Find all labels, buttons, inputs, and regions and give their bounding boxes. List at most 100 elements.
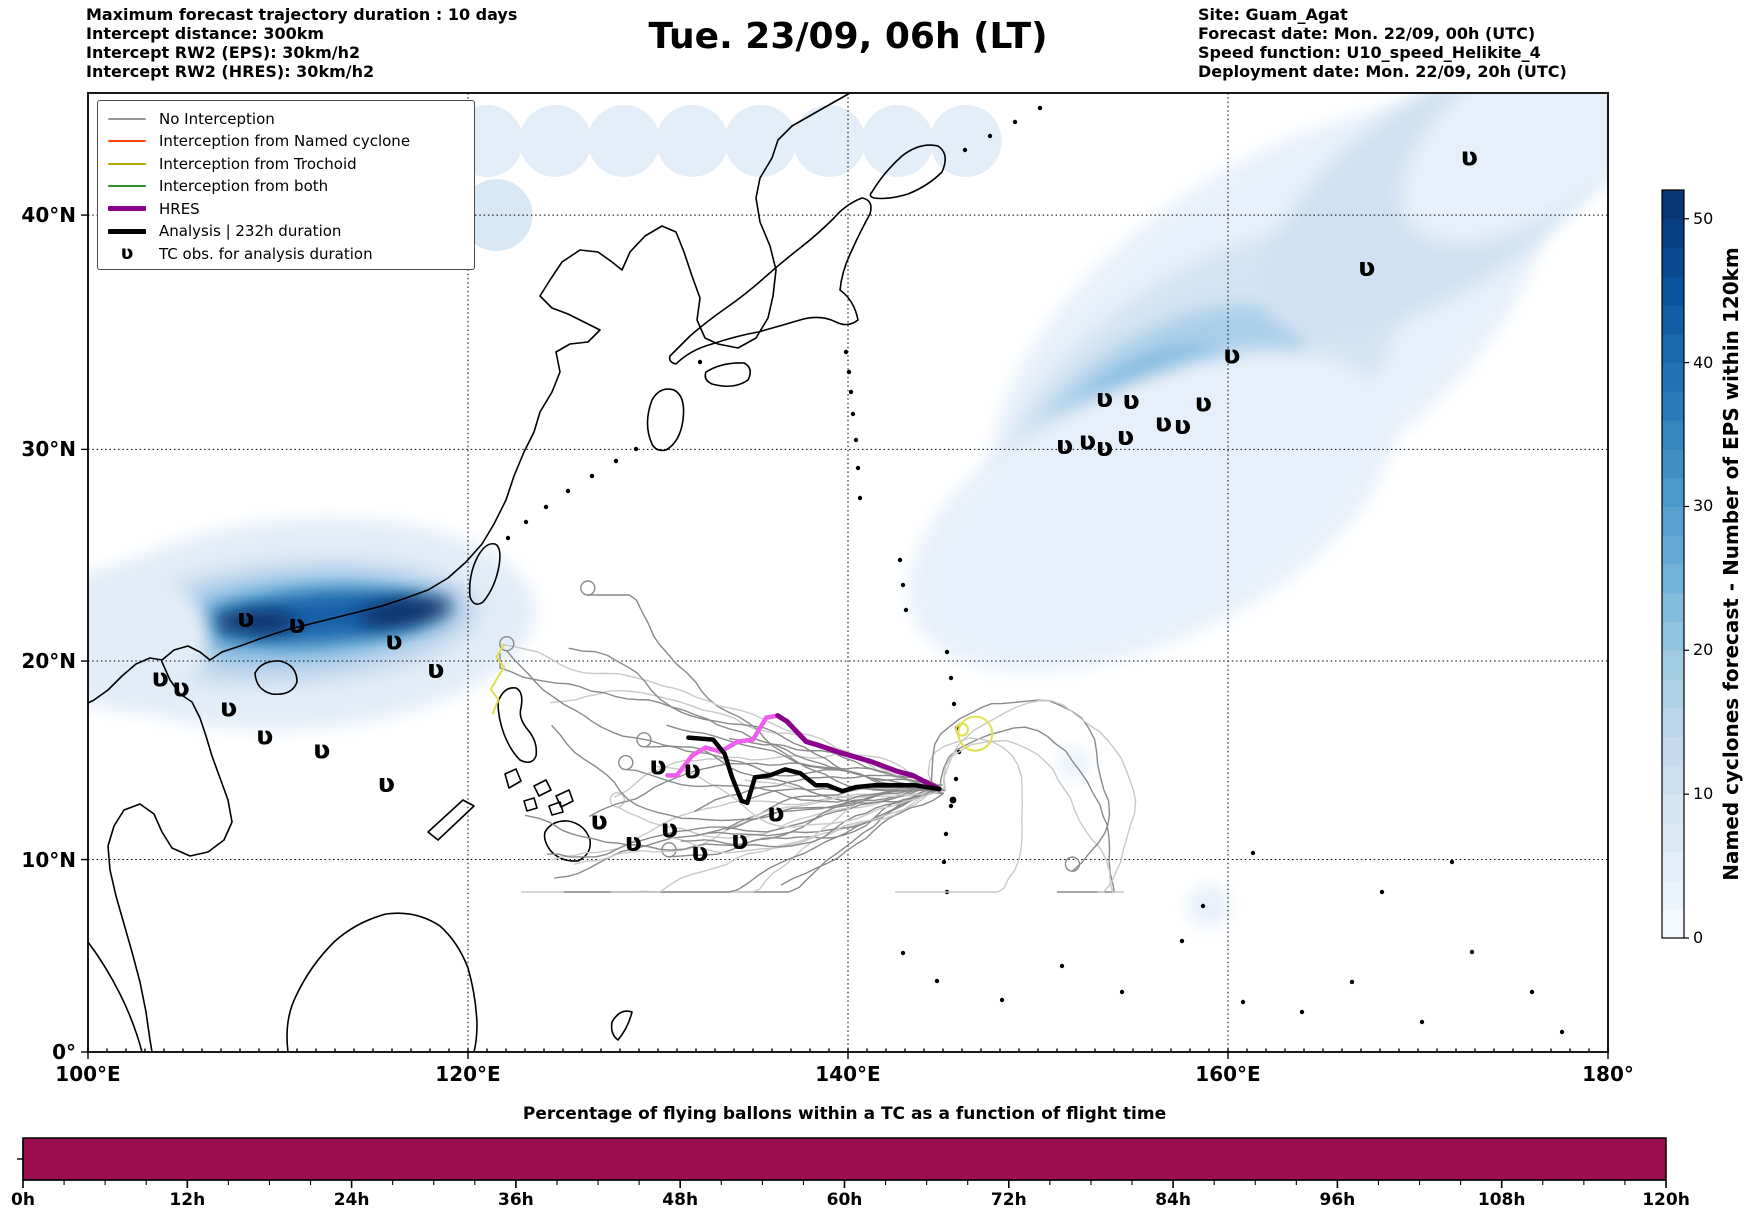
colorbar-band (1662, 276, 1684, 306)
legend-item-hres: HRES (108, 199, 464, 218)
max-duration-line: Maximum forecast trajectory duration : 1… (86, 5, 518, 24)
legend-item-both: Interception from both (108, 177, 464, 196)
island-speck (897, 557, 903, 563)
deployment-date-line: Deployment date: Mon. 22/09, 20h (UTC) (1198, 62, 1567, 81)
colorbar-band (1662, 477, 1684, 507)
colorbar-band (1662, 851, 1684, 881)
island-speck (1200, 903, 1206, 909)
intercept-rw2-hres-line: Intercept RW2 (HRES): 30km/h2 (86, 62, 375, 81)
tc-obs-symbol: ʋ (1174, 411, 1191, 441)
hres-track (775, 713, 942, 792)
legend-label: Interception from both (159, 177, 329, 195)
colorbar-band (1662, 679, 1684, 709)
island-speck (1529, 989, 1535, 995)
mainland-asia-coast (88, 93, 851, 704)
colorbar-band (1662, 765, 1684, 795)
tc-obs-symbol: ʋ (649, 751, 666, 781)
colorbar-band (1662, 707, 1684, 738)
named-cyclone-line-sample (108, 140, 146, 142)
eps-density-shading (88, 93, 1608, 929)
colorbar-band (1662, 420, 1684, 450)
longitude-tick-label: 120°E (435, 1062, 501, 1086)
colorbar-band (1662, 333, 1684, 364)
island-speck (1240, 999, 1246, 1005)
island-speck (900, 950, 906, 956)
ensemble-trajectory (625, 768, 941, 803)
tc-obs-symbol: ʋ (151, 663, 168, 693)
density-scallop (724, 104, 797, 177)
eps-density-blob (88, 568, 211, 709)
colorbar (1661, 189, 1689, 939)
hainan-island (254, 660, 298, 696)
trochoid-loop (957, 715, 994, 752)
legend-item-analysis: Analysis | 232h duration (108, 222, 464, 241)
island-speck (543, 504, 549, 510)
colorbar-band (1662, 909, 1684, 939)
colorbar-tick-label: 50 (1693, 208, 1714, 228)
bottom-chart-title: Percentage of flying ballons within a TC… (522, 1104, 1167, 1124)
ensemble-trajectory (930, 699, 1111, 872)
colorbar-band (1662, 190, 1684, 220)
figure-title: Tue. 23/09, 06h (LT) (648, 16, 1048, 57)
island-speck (850, 411, 856, 417)
island-speck (1012, 119, 1018, 125)
island-speck (848, 389, 854, 395)
island-speck (1037, 105, 1043, 111)
vietnam-malay-coast (107, 661, 233, 1052)
trochoid-track (489, 643, 506, 715)
forecast-tracks (489, 643, 994, 806)
colorbar-tick-label: 30 (1693, 496, 1714, 516)
trajectory-end-loop (636, 732, 652, 748)
colorbar-band (1662, 247, 1684, 277)
bottom-bar-chart (17, 1137, 1667, 1188)
ensemble-trajectory (666, 783, 942, 854)
island-speck (1469, 949, 1475, 955)
honshu-island (668, 197, 872, 365)
map-axis-ticks (81, 214, 1609, 1059)
island-speck (999, 997, 1005, 1003)
mindanao-island (543, 820, 592, 862)
tc-obs-symbol: ʋ (683, 755, 700, 785)
legend-label: HRES (159, 199, 200, 218)
trajectory-end-loop (618, 754, 634, 771)
flight-time-tick-label: 84h (1155, 1190, 1191, 1210)
tc-obs-symbol: ʋ (288, 610, 305, 640)
eps-density-blob (1400, 93, 1608, 244)
island-speck (857, 495, 863, 501)
legend-label: No Interception (159, 109, 275, 128)
guam-island (949, 796, 957, 804)
island-speck (613, 458, 619, 464)
tc-obs-symbol: ʋ (691, 838, 708, 868)
ensemble-trajectory (668, 790, 935, 858)
colorbar-band (1662, 218, 1684, 249)
ensemble-trajectory (643, 745, 936, 803)
tc-obs-symbol: ʋ (172, 673, 189, 703)
flight-time-tick-label: 60h (826, 1190, 863, 1210)
ensemble-trajectory (499, 652, 938, 786)
island-speck (903, 607, 909, 613)
intercept-rw2-eps-line: Intercept RW2 (EPS): 30km/h2 (86, 43, 361, 62)
island-speck (1250, 850, 1256, 856)
analysis-track (686, 735, 942, 806)
island-speck (505, 535, 511, 541)
tc-obs-symbol: ʋ (1358, 253, 1375, 283)
island-speck (941, 859, 947, 865)
colorbar-band (1662, 448, 1684, 479)
eps-density-blob (1187, 884, 1231, 929)
site-line: Site: Guam_Agat (1198, 5, 1348, 24)
ensemble-trajectory (551, 725, 944, 822)
island-speck (944, 649, 950, 655)
island-speck (633, 446, 639, 452)
tc-obs-symbol: ʋ (237, 604, 254, 634)
tc-obs-symbol: ʋ (1223, 340, 1240, 370)
tc-obs-symbol: ʋ (1096, 384, 1113, 414)
ensemble-trajectory (614, 753, 941, 798)
tc-obs-symbol: ʋ (1117, 422, 1134, 452)
ensemble-trajectory (780, 792, 945, 886)
legend-item-no-interception: No Interception (108, 109, 464, 128)
tc-obs-symbol: ʋ (427, 655, 444, 685)
colorbar-tick-label: 10 (1693, 784, 1714, 804)
trajectory-end-loop (1064, 856, 1081, 872)
